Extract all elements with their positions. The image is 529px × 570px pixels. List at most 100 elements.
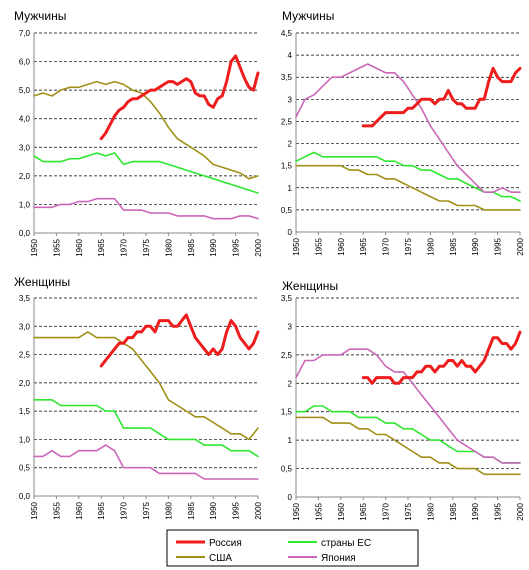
- y-tick-label: 2,5: [19, 351, 31, 360]
- x-tick-label: 2000: [516, 502, 525, 520]
- y-tick-label: 4,0: [19, 115, 31, 124]
- x-tick-label: 1960: [337, 502, 346, 520]
- x-tick-label: 1965: [359, 502, 368, 520]
- y-tick-label: 7,0: [19, 29, 31, 38]
- x-tick-label: 1990: [209, 501, 218, 519]
- x-tick-label: 1995: [494, 502, 503, 520]
- x-tick-label: 1955: [52, 501, 61, 519]
- y-tick-label: 4,5: [281, 29, 293, 38]
- x-tick-label: 1985: [187, 238, 196, 256]
- panel-title: Мужчины: [14, 9, 66, 23]
- legend-label-japan: Япония: [321, 553, 356, 564]
- y-tick-label: 0: [288, 228, 293, 237]
- y-tick-label: 0,5: [281, 465, 293, 474]
- y-tick-label: 3,0: [19, 143, 31, 152]
- series-line-eu: [295, 405, 521, 464]
- series-line-russia: [361, 66, 522, 128]
- x-tick-label: 1980: [164, 501, 173, 519]
- y-tick-label: 2,0: [19, 379, 31, 388]
- legend-box: [166, 529, 419, 567]
- x-tick-label: 1950: [30, 238, 39, 256]
- x-tick-label: 1950: [292, 502, 301, 520]
- x-tick-label: 1960: [337, 237, 346, 255]
- y-tick-label: 0: [288, 493, 293, 502]
- series-line-eu: [33, 152, 259, 194]
- y-tick-label: 0,5: [281, 206, 293, 215]
- x-tick-label: 1975: [404, 502, 413, 520]
- y-tick-label: 1,5: [281, 408, 293, 417]
- y-tick-label: 3,0: [19, 322, 31, 331]
- y-tick-label: 1: [288, 184, 293, 193]
- x-tick-label: 1995: [232, 501, 241, 519]
- x-tick-label: 1990: [471, 237, 480, 255]
- x-tick-label: 1985: [449, 237, 458, 255]
- x-tick-label: 1955: [52, 238, 61, 256]
- panel-men-left: Мужчины 0,0 1,0 2,0 3,0 4,0 5,0 6,0 7,0 1950 1955…: [14, 9, 263, 257]
- legend-label-eu: страны ЕС: [321, 538, 371, 549]
- series-line-usa: [295, 164, 521, 211]
- x-tick-label: 1980: [164, 238, 173, 256]
- x-tick-label: 1965: [359, 237, 368, 255]
- x-tick-label: 1960: [75, 238, 84, 256]
- x-tick-label: 2000: [516, 237, 525, 255]
- y-tick-label: 2: [288, 379, 293, 388]
- y-tick-label: 6,0: [19, 58, 31, 67]
- series-line-japan: [295, 348, 521, 464]
- x-tick-label: 2000: [254, 238, 263, 256]
- series-line-japan: [33, 197, 259, 220]
- series-line-russia: [99, 54, 260, 141]
- x-tick-label: 1995: [232, 238, 241, 256]
- y-tick-label: 3,5: [19, 294, 31, 303]
- y-tick-label: 0,0: [19, 492, 31, 501]
- x-tick-label: 1970: [120, 501, 129, 519]
- legend-label-usa: США: [209, 553, 232, 564]
- x-tick-label: 1970: [382, 237, 391, 255]
- x-tick-label: 2000: [254, 501, 263, 519]
- x-tick-label: 1975: [404, 237, 413, 255]
- x-tick-label: 1965: [97, 238, 106, 256]
- y-tick-label: 0,5: [19, 464, 31, 473]
- y-tick-label: 3: [288, 95, 293, 104]
- x-tick-label: 1955: [314, 502, 323, 520]
- y-tick-label: 1,0: [19, 200, 31, 209]
- x-tick-label: 1990: [209, 238, 218, 256]
- legend: Россия страны ЕС США Япония: [166, 529, 419, 567]
- y-tick-label: 3,5: [281, 73, 293, 82]
- y-tick-label: 3,5: [281, 294, 293, 303]
- y-tick-label: 1,5: [281, 162, 293, 171]
- panel-women-right: Женщины 0 0,5 1 1,5 2 2,5 3 3,5 1950 1955 1960 1965…: [281, 279, 525, 521]
- panel-men-right: Мужчины 0 0,5 1 1,5 2 2,5 3 3,5 4 4,5 1950 1955 1960…: [281, 9, 525, 256]
- x-tick-label: 1970: [120, 238, 129, 256]
- x-tick-label: 1985: [187, 501, 196, 519]
- series-line-russia: [361, 330, 522, 385]
- x-tick-label: 1950: [30, 501, 39, 519]
- series-line-usa: [295, 416, 521, 476]
- series-line-eu: [33, 398, 259, 458]
- x-tick-label: 1990: [471, 502, 480, 520]
- series-line-eu: [295, 151, 521, 202]
- x-tick-label: 1975: [142, 501, 151, 519]
- y-tick-label: 2: [288, 140, 293, 149]
- x-tick-label: 1980: [426, 502, 435, 520]
- x-tick-label: 1975: [142, 238, 151, 256]
- x-tick-label: 1995: [494, 237, 503, 255]
- y-tick-label: 2,0: [19, 172, 31, 181]
- x-tick-label: 1955: [314, 237, 323, 255]
- y-tick-label: 4: [288, 51, 293, 60]
- y-tick-label: 2,5: [281, 351, 293, 360]
- x-tick-label: 1980: [426, 237, 435, 255]
- y-tick-label: 0,0: [19, 229, 31, 238]
- y-tick-label: 3: [288, 322, 293, 331]
- y-tick-label: 1,0: [19, 435, 31, 444]
- y-tick-label: 1: [288, 436, 293, 445]
- panel-title: Мужчины: [282, 9, 334, 23]
- y-tick-label: 5,0: [19, 86, 31, 95]
- series-line-usa: [33, 80, 259, 180]
- y-tick-label: 1,5: [19, 407, 31, 416]
- panel-title: Женщины: [14, 275, 70, 289]
- series-line-japan: [33, 444, 259, 480]
- series-line-usa: [33, 331, 259, 441]
- legend-label-russia: Россия: [209, 538, 242, 549]
- x-tick-label: 1985: [449, 502, 458, 520]
